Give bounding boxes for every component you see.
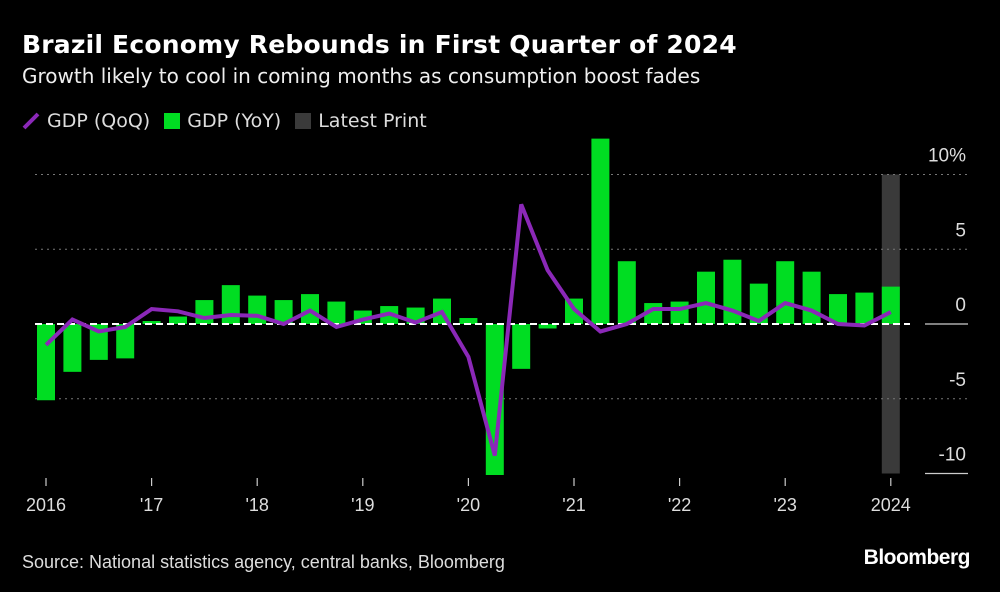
bar-yoy	[221, 285, 240, 324]
bar-yoy	[459, 318, 478, 324]
legend: GDP (QoQ) GDP (YoY) Latest Print	[22, 110, 427, 132]
bar-yoy	[776, 261, 795, 324]
legend-line-icon	[22, 112, 40, 130]
bar-yoy	[63, 324, 82, 372]
x-tick-label: '22	[668, 495, 691, 515]
bar-yoy	[380, 306, 399, 324]
bar-yoy	[433, 298, 451, 324]
bar-yoy	[169, 316, 187, 324]
y-tick-label: 0	[955, 295, 966, 316]
bar-yoy	[829, 294, 847, 324]
bar-yoy	[301, 294, 319, 324]
legend-label-latest: Latest Print	[318, 110, 427, 132]
x-tick-label: '19	[351, 495, 374, 515]
y-tick-label: 5	[955, 220, 966, 241]
bar-yoy	[248, 295, 267, 324]
bar-yoy	[617, 261, 636, 324]
bar-yoy	[749, 283, 768, 324]
x-tick-label: '17	[140, 495, 163, 515]
bar-yoy	[353, 310, 372, 324]
latest-print-band	[881, 174, 900, 474]
y-tick-label: -5	[949, 370, 966, 391]
bar-yoy	[195, 300, 214, 324]
x-tick-label: 2024	[871, 495, 911, 515]
bar-yoy	[881, 286, 900, 324]
x-tick-label: '23	[773, 495, 796, 515]
legend-label-qoq: GDP (QoQ)	[47, 110, 151, 132]
legend-item-latest: Latest Print	[295, 110, 427, 132]
bar-yoy	[512, 324, 531, 369]
bar-yoy	[723, 259, 742, 324]
x-tick-label: '20	[457, 495, 480, 515]
bar-yoy	[670, 301, 689, 324]
bar-yoy	[855, 292, 874, 324]
legend-label-yoy: GDP (YoY)	[187, 110, 282, 132]
bar-yoy	[538, 324, 557, 329]
legend-swatch-latest	[295, 113, 312, 129]
bar-yoy	[89, 324, 108, 360]
bar-yoy	[565, 298, 583, 324]
chart-title: Brazil Economy Rebounds in First Quarter…	[22, 30, 737, 59]
x-tick-label: '21	[562, 495, 585, 515]
legend-swatch-yoy	[164, 113, 181, 129]
chart-subtitle: Growth likely to cool in coming months a…	[22, 64, 701, 88]
legend-item-yoy: GDP (YoY)	[164, 110, 281, 132]
bar-yoy	[697, 271, 715, 324]
bar-yoy	[142, 321, 161, 324]
x-tick-label: 2016	[26, 495, 66, 515]
y-tick-label: 10%	[928, 146, 966, 167]
line-qoq	[44, 203, 892, 457]
bar-yoy	[644, 303, 663, 324]
bar-yoy	[274, 300, 293, 324]
y-tick-label: -10	[939, 445, 966, 466]
bar-yoy	[116, 324, 135, 359]
bar-yoy	[406, 307, 425, 324]
source-note: Source: National statistics agency, cent…	[22, 552, 505, 572]
bloomberg-logo: Bloomberg	[863, 546, 971, 569]
bar-yoy	[802, 271, 821, 324]
legend-item-qoq: GDP (QoQ)	[22, 110, 150, 132]
bar-yoy	[591, 138, 610, 324]
x-tick-label: '18	[245, 495, 268, 515]
bar-yoy	[37, 324, 55, 401]
bar-yoy	[485, 324, 504, 475]
bar-yoy	[327, 301, 346, 324]
